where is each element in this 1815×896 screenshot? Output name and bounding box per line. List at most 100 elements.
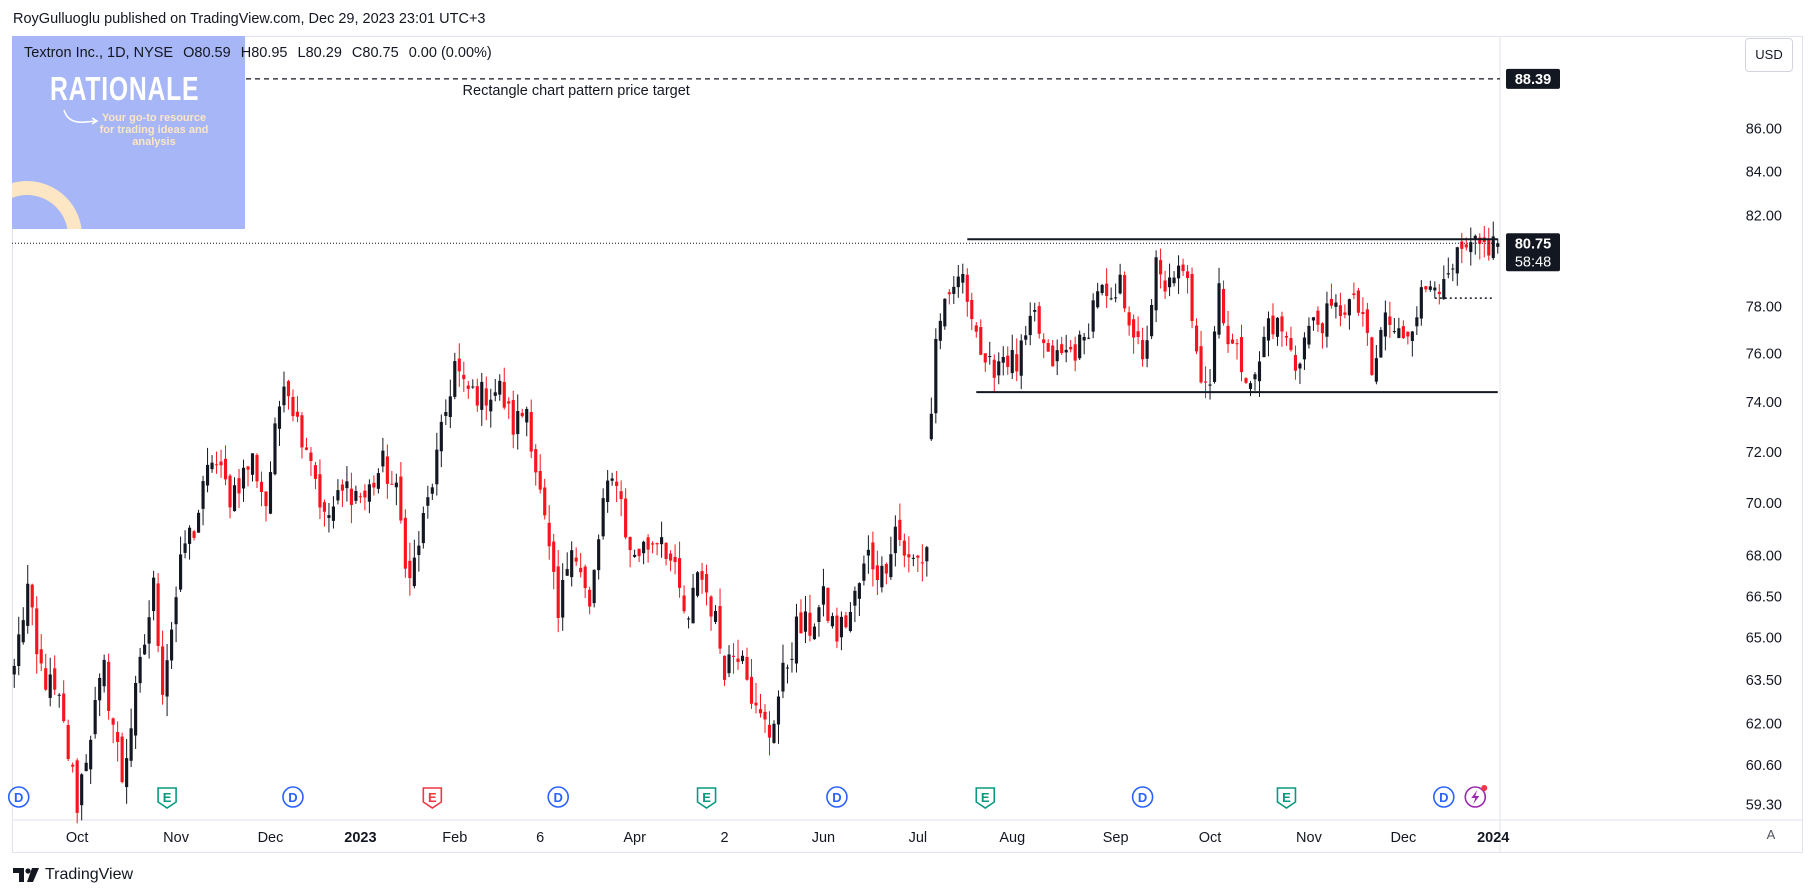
dividend-marker-icon[interactable]: D [282, 786, 304, 808]
candle [799, 599, 803, 634]
candle-body [1334, 302, 1338, 307]
time-tick-label: Sep [1103, 830, 1129, 846]
candle [214, 451, 219, 474]
candle [75, 758, 79, 824]
price-tick-label: 72.00 [1746, 445, 1782, 461]
candle-body [736, 658, 740, 662]
candle-body [1451, 268, 1455, 270]
candle-body [1397, 328, 1401, 338]
candle [475, 378, 479, 412]
candle-body [574, 557, 578, 562]
candle [381, 437, 385, 473]
candle-body [57, 694, 61, 696]
candle [1478, 233, 1482, 260]
candle [552, 533, 556, 590]
candle-body [588, 589, 592, 607]
candle [246, 465, 250, 487]
dividend-marker-icon[interactable]: D [7, 786, 30, 808]
earnings-marker-icon[interactable]: E [975, 787, 996, 809]
auto-scale-button[interactable]: A [1766, 827, 1776, 842]
candle [1235, 338, 1239, 360]
candle-body [691, 587, 695, 624]
candle-body [1150, 304, 1154, 337]
candle-body [660, 537, 664, 545]
candle [471, 379, 475, 389]
candle [466, 380, 470, 399]
candle-body [385, 456, 389, 484]
legend-symbol[interactable]: Textron Inc., 1D, NYSE [24, 45, 174, 61]
candle [826, 587, 830, 624]
earnings-marker-icon[interactable]: E [1276, 787, 1297, 809]
candle-body [848, 611, 852, 631]
candle-body [107, 661, 111, 711]
candle [1289, 326, 1293, 352]
candle [902, 533, 906, 568]
candle [62, 680, 66, 723]
candle [1028, 302, 1032, 346]
candle [1496, 238, 1500, 254]
candle-body [601, 498, 605, 537]
candle [718, 588, 722, 654]
candle-body [327, 515, 331, 518]
dividend-marker-icon[interactable]: D [1131, 786, 1154, 808]
earnings-marker-icon[interactable]: E [422, 787, 443, 809]
candle-body [1365, 309, 1369, 333]
candle-body [246, 466, 250, 470]
dividend-marker-icon[interactable]: D [1433, 786, 1455, 808]
candle [80, 773, 84, 821]
dividend-marker-icon[interactable]: D [826, 786, 848, 808]
candle [1316, 306, 1320, 332]
candle-body [214, 464, 219, 466]
candle [992, 354, 996, 393]
candle [161, 630, 165, 705]
candle [129, 708, 133, 768]
candle [830, 612, 834, 629]
candle [790, 642, 794, 673]
earnings-marker-icon[interactable]: E [157, 787, 177, 809]
candle-body [718, 606, 722, 649]
split-marker-icon[interactable] [1464, 785, 1488, 808]
candle [1221, 280, 1226, 326]
candle [385, 444, 389, 499]
candle-body [1217, 283, 1221, 335]
candle [543, 478, 547, 520]
candle-body [1199, 346, 1203, 383]
candle [295, 396, 300, 423]
candle-body [758, 709, 763, 714]
candle-body [1302, 337, 1307, 360]
candle-body [408, 560, 412, 579]
candle [857, 582, 861, 617]
currency-button[interactable]: USD [1745, 38, 1793, 72]
candle [1087, 323, 1091, 340]
candle-body [1230, 339, 1235, 344]
candle [727, 645, 731, 678]
candle [430, 483, 434, 500]
candle-body [1433, 287, 1437, 291]
candle [1244, 377, 1248, 384]
candle [1347, 298, 1351, 330]
tradingview-brand[interactable]: TradingView [13, 866, 133, 884]
candle [327, 502, 331, 533]
candle-body [358, 496, 362, 498]
candle-body [781, 662, 785, 692]
candle [606, 469, 610, 513]
candle [1001, 346, 1005, 376]
candle-body [250, 453, 255, 475]
candle [655, 542, 659, 556]
candle [453, 352, 457, 400]
dividend-marker-icon[interactable]: D [547, 786, 569, 808]
candle [219, 449, 223, 478]
candle [1307, 317, 1311, 349]
earnings-marker-icon[interactable]: E [696, 787, 717, 809]
logo-swoosh-icon [63, 109, 99, 125]
candle-body [1442, 279, 1446, 300]
candle [322, 499, 327, 527]
brand-text: TradingView [45, 866, 134, 883]
candle-body [309, 452, 313, 461]
candle-body [273, 423, 277, 475]
candle [749, 659, 754, 709]
price-tick-label: 78.00 [1746, 299, 1782, 315]
candle [1226, 310, 1230, 353]
candle [673, 544, 677, 575]
